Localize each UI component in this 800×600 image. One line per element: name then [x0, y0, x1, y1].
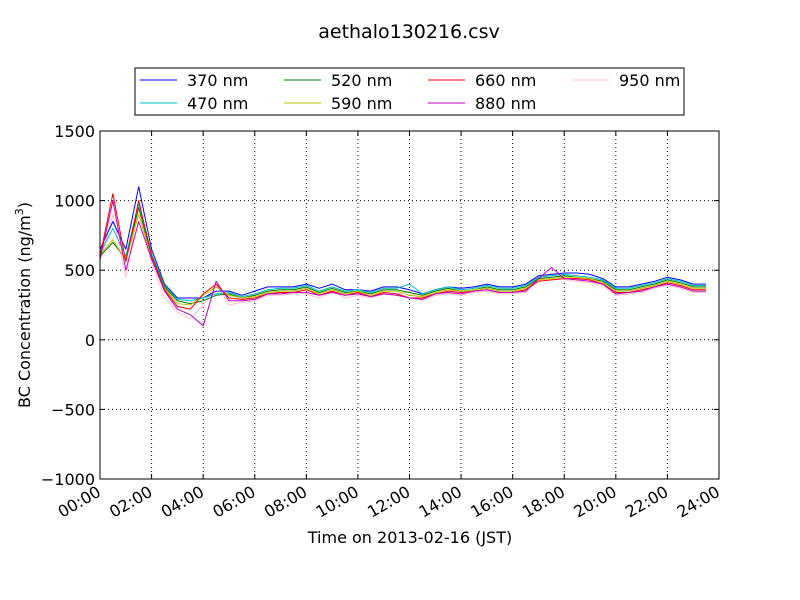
series-line-470-nm: [99, 202, 707, 302]
y-tick-label: 500: [64, 261, 95, 280]
y-tick-labels: −1000 −500 0 500 1000 1500: [41, 122, 95, 489]
legend-label-520-nm: 520 nm: [331, 71, 392, 90]
legend-label-470-nm: 470 nm: [187, 94, 248, 113]
legend-label-950-nm: 950 nm: [619, 71, 680, 90]
legend-label-590-nm: 590 nm: [331, 94, 392, 113]
y-tick-label: 1000: [54, 192, 95, 211]
y-axis-label-main: BC Concentration (ng/m: [15, 215, 34, 408]
y-tick-label: 1500: [54, 122, 95, 141]
series-lines: [99, 186, 707, 327]
y-axis-label: BC Concentration (ng/m3): [13, 202, 34, 408]
y-tick-label: −500: [51, 400, 95, 419]
ticks: [99, 130, 720, 480]
series-line-520-nm: [99, 207, 707, 305]
legend: 370 nm 470 nm 520 nm 590 nm 660 nm 880 nm 950 …: [134, 67, 685, 116]
x-axis-label: Time on 2013-02-16 (JST): [307, 528, 512, 547]
y-axis-label-superscript: 3: [13, 208, 26, 215]
series-line-880-nm: [99, 200, 707, 327]
legend-label-660-nm: 660 nm: [475, 71, 536, 90]
y-axis-label-close: ): [15, 202, 34, 208]
legend-box: [134, 67, 685, 116]
y-tick-label: 0: [85, 331, 95, 350]
legend-label-880-nm: 880 nm: [475, 94, 536, 113]
chart-title: aethalo130216.csv: [318, 21, 500, 43]
y-tick-label: −1000: [41, 470, 95, 489]
legend-label-370-nm: 370 nm: [187, 71, 248, 90]
